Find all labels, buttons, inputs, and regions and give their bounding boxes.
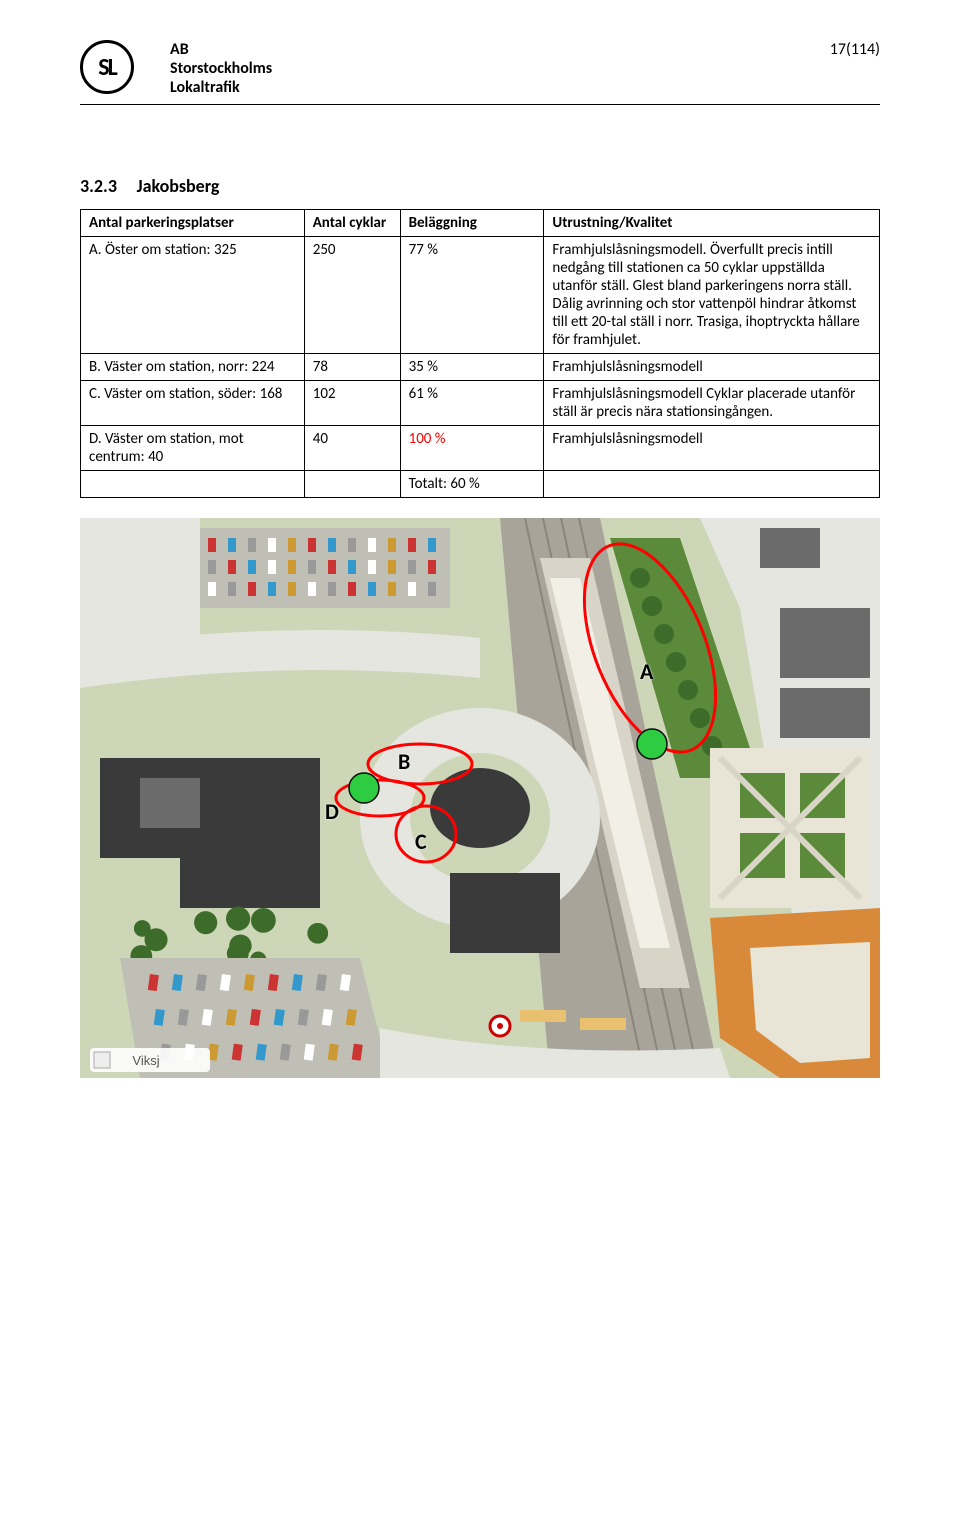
col-parkeringsplatser: Antal parkeringsplatser [81,209,305,236]
section-number: 3.2.3 [80,175,117,197]
table-row: C. Väster om station, söder: 16810261 %F… [81,380,880,425]
table-cell: B. Väster om station, norr: 224 [81,353,305,380]
col-belaggning: Beläggning [400,209,544,236]
map-container: Viksj A B C D [80,518,880,1078]
map-label-A: A [640,658,653,685]
table-cell [544,470,880,497]
table-cell: 61 % [400,380,544,425]
svg-text:Viksj: Viksj [132,1053,159,1068]
aerial-map: Viksj [80,518,880,1078]
table-cell [81,470,305,497]
table-cell: A. Öster om station: 325 [81,236,305,353]
sl-logo: SL [80,40,134,94]
table-cell: 77 % [400,236,544,353]
map-label-D: D [325,798,339,825]
table-cell: 40 [304,425,400,470]
col-utrustning: Utrustning/Kvalitet [544,209,880,236]
map-label-B: B [398,748,410,775]
table-cell: D. Väster om station, mot centrum: 40 [81,425,305,470]
org-line3: Lokaltrafik [170,78,272,97]
data-table: Antal parkeringsplatser Antal cyklar Bel… [80,209,880,498]
section-heading: 3.2.3 Jakobsberg [80,175,880,197]
table-cell: C. Väster om station, söder: 168 [81,380,305,425]
table-cell: Framhjulslåsningsmodell [544,353,880,380]
table-cell: 35 % [400,353,544,380]
table-cell: 250 [304,236,400,353]
section-title: Jakobsberg [137,175,220,197]
table-row: B. Väster om station, norr: 2247835 %Fra… [81,353,880,380]
table-cell: Framhjulslåsningsmodell Cyklar placerade… [544,380,880,425]
org-line1: AB [170,40,272,59]
page-header: SL AB Storstockholms Lokaltrafik 17(114) [80,40,880,105]
table-row: Totalt: 60 % [81,470,880,497]
map-label-C: C [415,828,427,855]
table-cell: 78 [304,353,400,380]
org-line2: Storstockholms [170,59,272,78]
table-cell: Framhjulslåsningsmodell [544,425,880,470]
table-row: A. Öster om station: 32525077 %Framhjuls… [81,236,880,353]
table-cell: Framhjulslåsningsmodell. Överfullt preci… [544,236,880,353]
page-number: 17(114) [830,40,880,59]
table-cell [304,470,400,497]
table-row: D. Väster om station, mot centrum: 40401… [81,425,880,470]
table-cell: Totalt: 60 % [400,470,544,497]
org-name: AB Storstockholms Lokaltrafik [170,40,272,98]
table-cell: 100 % [400,425,544,470]
col-cyklar: Antal cyklar [304,209,400,236]
table-cell: 102 [304,380,400,425]
